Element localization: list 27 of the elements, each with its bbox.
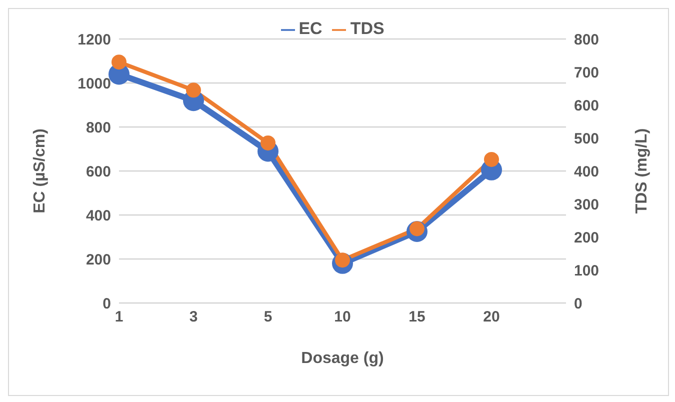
y2-tick-label: 200 (574, 229, 600, 246)
x-tick-label: 10 (334, 308, 351, 326)
y-tick-label: 1200 (78, 31, 111, 48)
x-axis-title: Dosage (g) (301, 350, 384, 367)
y-tick-label: 200 (86, 251, 111, 268)
y-axis-title: EC (µS/cm) (32, 128, 49, 214)
y2-tick-label: 800 (574, 31, 600, 48)
x-tick-label: 3 (189, 308, 198, 326)
y2-tick-label: 700 (574, 64, 600, 82)
y2-tick-label: 100 (574, 262, 600, 280)
y-tick-label: 0 (102, 295, 111, 312)
x-tick-label: 20 (483, 308, 500, 326)
x-tick-label: 15 (408, 308, 426, 326)
y-tick-label: 800 (86, 119, 111, 136)
y-tick-label: 600 (86, 163, 111, 180)
y2-tick-label: 500 (574, 130, 600, 148)
y2-axis-title: TDS (mg/L) (634, 128, 651, 214)
y2-tick-label: 0 (574, 295, 582, 312)
y-tick-label: 400 (86, 207, 111, 224)
legend-label: TDS (350, 19, 384, 38)
x-tick-label: 1 (114, 308, 124, 326)
y2-tick-label: 600 (574, 97, 600, 114)
y-tick-label: 1000 (78, 75, 111, 92)
legend-label: EC (298, 19, 322, 38)
y2-tick-label: 300 (574, 196, 600, 214)
y2-tick-label: 400 (574, 163, 600, 180)
x-tick-label: 5 (264, 308, 272, 326)
